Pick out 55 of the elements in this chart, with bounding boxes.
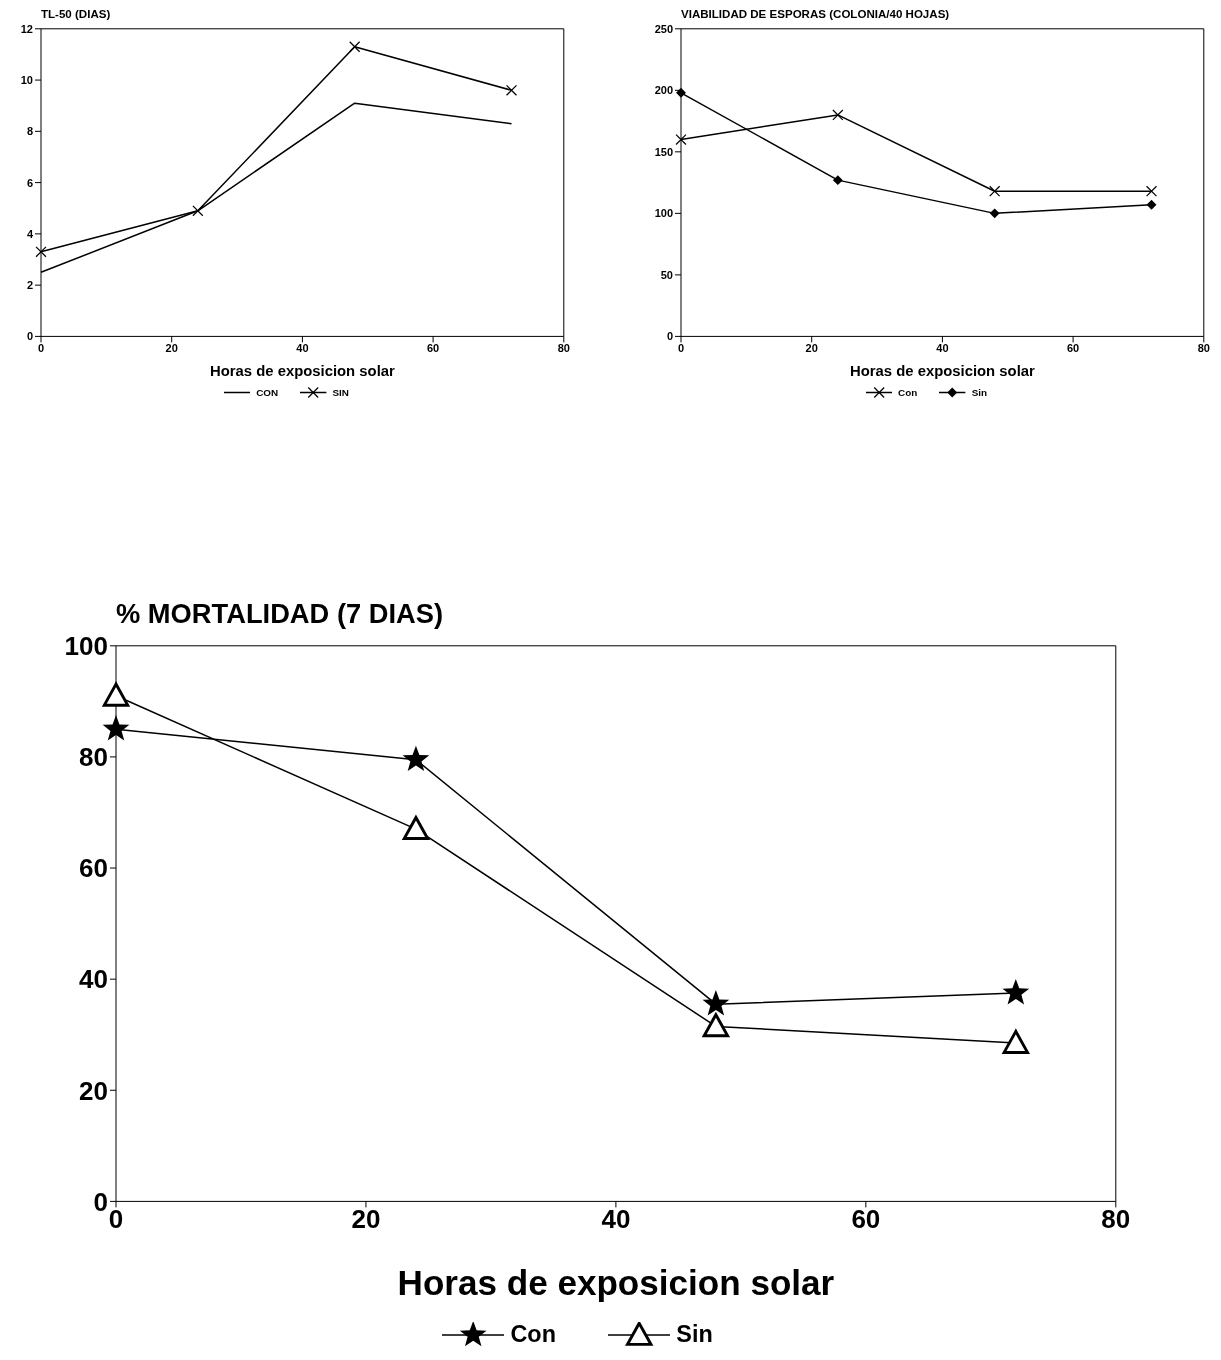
x-tick-label: 80 xyxy=(1101,1203,1131,1234)
y-tick-label: 8 xyxy=(26,125,33,138)
point xyxy=(102,715,130,741)
y-tick-label: 10 xyxy=(20,73,33,86)
x-tick-label: 60 xyxy=(426,342,440,355)
point xyxy=(702,990,730,1016)
y-tick-label: 200 xyxy=(654,84,673,97)
y-tick-label: 2 xyxy=(26,279,33,292)
legend-label: Sin xyxy=(971,387,988,398)
legend-label: Con xyxy=(898,387,918,398)
x-tick-label: 40 xyxy=(936,342,949,355)
point xyxy=(832,175,843,186)
y-axis-title: % MORTALIDAD (7 DIAS) xyxy=(116,598,444,630)
y-tick-label: 250 xyxy=(654,22,673,35)
legend-label: SIN xyxy=(332,387,349,398)
y-axis-title: TL-50 (DIAS) xyxy=(41,8,111,20)
point xyxy=(1002,979,1030,1005)
point xyxy=(702,1013,730,1038)
x-tick-label: 40 xyxy=(601,1203,631,1234)
legend-label: CON xyxy=(256,387,279,398)
point xyxy=(989,208,1000,219)
x-tick-label: 0 xyxy=(37,342,45,355)
y-tick-label: 60 xyxy=(79,853,108,884)
y-tick-label: 4 xyxy=(26,227,34,240)
x-tick-label: 20 xyxy=(165,342,178,355)
y-tick-label: 12 xyxy=(20,22,33,35)
x-tick-label: 80 xyxy=(1197,342,1210,355)
x-tick-label: 80 xyxy=(557,342,570,355)
x-tick-label: 60 xyxy=(1066,342,1080,355)
y-tick-label: 40 xyxy=(79,964,108,995)
x-axis-title: Horas de exposicion solar xyxy=(850,363,1036,379)
point xyxy=(102,682,130,707)
legend-label: Sin xyxy=(676,1321,713,1348)
x-tick-label: 20 xyxy=(351,1203,381,1234)
y-tick-label: 0 xyxy=(26,330,33,343)
point xyxy=(402,745,430,772)
point xyxy=(1002,1029,1029,1054)
x-tick-label: 40 xyxy=(296,342,309,355)
y-tick-label: 0 xyxy=(666,330,673,343)
x-tick-label: 60 xyxy=(851,1203,881,1234)
y-tick-label: 50 xyxy=(660,268,673,281)
point xyxy=(402,815,430,840)
y-tick-label: 100 xyxy=(64,631,108,662)
x-tick-label: 0 xyxy=(677,342,685,355)
point xyxy=(1146,199,1157,210)
y-axis-title: VIABILIDAD DE ESPORAS (COLONIA/40 HOJAS) xyxy=(681,8,950,20)
legend-label: Con xyxy=(510,1321,556,1348)
x-tick-label: 20 xyxy=(805,342,818,355)
y-tick-label: 150 xyxy=(654,145,673,158)
x-axis-title: Horas de exposicion solar xyxy=(397,1263,835,1302)
y-tick-label: 20 xyxy=(79,1075,108,1106)
y-tick-label: 80 xyxy=(79,742,108,773)
y-tick-label: 100 xyxy=(654,207,673,220)
y-tick-label: 6 xyxy=(26,176,33,189)
x-axis-title: Horas de exposicion solar xyxy=(210,363,396,379)
